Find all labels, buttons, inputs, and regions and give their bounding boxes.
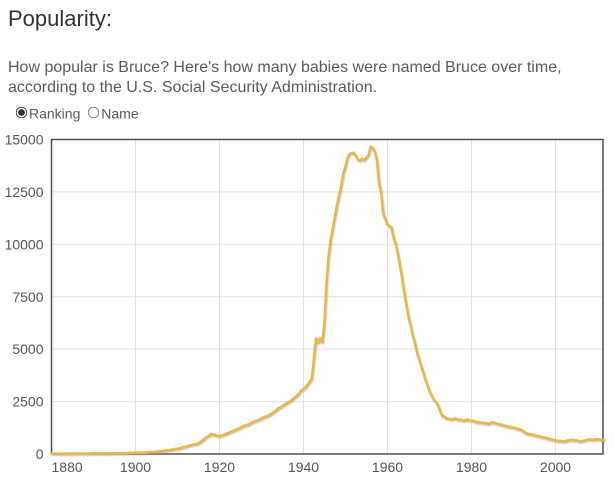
svg-text:1960: 1960 bbox=[372, 459, 403, 475]
svg-text:1940: 1940 bbox=[288, 459, 319, 475]
svg-text:2500: 2500 bbox=[12, 394, 43, 410]
svg-text:15000: 15000 bbox=[5, 132, 44, 148]
svg-text:5000: 5000 bbox=[12, 341, 43, 357]
svg-text:1900: 1900 bbox=[120, 459, 151, 475]
svg-text:2000: 2000 bbox=[540, 459, 571, 475]
svg-text:12500: 12500 bbox=[5, 184, 44, 200]
svg-text:0: 0 bbox=[36, 446, 44, 462]
svg-text:1920: 1920 bbox=[204, 459, 235, 475]
svg-text:1980: 1980 bbox=[456, 459, 487, 475]
svg-text:7500: 7500 bbox=[12, 289, 43, 305]
svg-text:1880: 1880 bbox=[52, 459, 83, 475]
svg-text:10000: 10000 bbox=[5, 236, 44, 252]
